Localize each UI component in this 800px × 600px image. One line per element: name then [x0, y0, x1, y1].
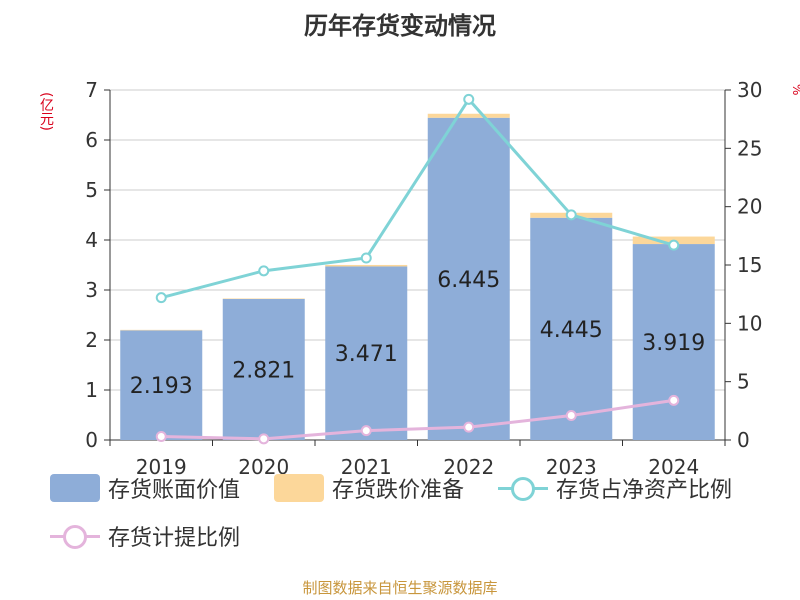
- left-axis-tick-label: 3: [85, 278, 98, 302]
- point-provision-ratio: [668, 394, 680, 406]
- legend-swatch-book-value: [50, 474, 100, 502]
- legend-item-ratio-net-assets[interactable]: 存货占净资产比例: [498, 470, 732, 506]
- right-axis-tick-label: 10: [737, 311, 762, 335]
- right-axis-tick-label: 30: [737, 78, 762, 102]
- right-axis-tick-label: 5: [737, 370, 750, 394]
- x-axis-tick-label: 2024: [648, 455, 699, 479]
- point-ratio-net-assets: [565, 209, 577, 221]
- bar-book-value: [325, 266, 408, 440]
- point-provision-ratio: [463, 421, 475, 433]
- bar-provision: [427, 113, 510, 118]
- legend-item-provision[interactable]: 存货跌价准备: [274, 470, 464, 506]
- bar-data-label: 4.445: [540, 318, 603, 343]
- left-axis-unit: (亿元): [38, 92, 54, 131]
- point-ratio-net-assets: [155, 292, 167, 304]
- right-axis-tick-label: 20: [737, 195, 762, 219]
- left-axis-tick-label: 0: [85, 428, 98, 452]
- legend-swatch-provision: [274, 474, 324, 502]
- data-source-footer: 制图数据来自恒生聚源数据库: [302, 579, 498, 597]
- x-axis-tick-label: 2019: [136, 455, 187, 479]
- point-ratio-net-assets: [360, 252, 372, 264]
- point-provision-ratio: [360, 425, 372, 437]
- point-provision-ratio: [565, 410, 577, 421]
- bar-data-label: 2.193: [130, 374, 193, 399]
- line-ratio-net-assets: [160, 96, 675, 300]
- bar-book-value: [120, 330, 203, 440]
- left-axis-tick-label: 1: [85, 378, 98, 402]
- legend-swatch-ratio-net-assets: [498, 474, 548, 502]
- legend-label-provision-ratio: 存货计提比例: [108, 526, 241, 551]
- legend-label-provision: 存货跌价准备: [332, 478, 465, 503]
- right-axis-unit: %: [790, 84, 800, 96]
- line-provision-ratio: [161, 398, 674, 441]
- point-ratio-net-assets: [668, 239, 680, 251]
- bar-book-value: [632, 244, 715, 440]
- bar-provision: [120, 329, 203, 331]
- bar-data-label: 3.471: [335, 342, 398, 367]
- bar-provision: [325, 264, 408, 267]
- legend-label-book-value: 存货账面价值: [108, 478, 241, 503]
- point-provision-ratio: [155, 431, 167, 442]
- right-axis-tick-label: 15: [737, 253, 762, 277]
- left-axis-tick-label: 4: [85, 228, 98, 252]
- bar-book-value: [427, 117, 510, 440]
- point-provision-ratio: [258, 433, 270, 445]
- left-axis-tick-label: 6: [85, 128, 98, 152]
- legend-item-provision-ratio[interactable]: 存货计提比例: [50, 518, 240, 554]
- left-axis-tick-label: 5: [85, 178, 98, 202]
- right-axis-tick-label: 25: [737, 136, 762, 160]
- bar-data-label: 2.821: [232, 358, 295, 383]
- legend-label-ratio-net-assets: 存货占净资产比例: [556, 478, 733, 503]
- legend-swatch-provision-ratio: [50, 522, 100, 550]
- point-ratio-net-assets: [258, 265, 270, 277]
- left-axis-tick-label: 7: [85, 78, 98, 102]
- right-axis-tick-label: 0: [737, 428, 750, 452]
- bar-data-label: 3.919: [642, 331, 705, 356]
- legend-item-book-value[interactable]: 存货账面价值: [50, 470, 240, 506]
- bar-book-value: [530, 217, 613, 440]
- left-axis-tick-label: 2: [85, 328, 98, 352]
- point-ratio-net-assets: [463, 93, 475, 105]
- chart-title: 历年存货变动情况: [304, 12, 496, 40]
- x-axis-tick-label: 2021: [341, 455, 392, 479]
- bar-provision: [222, 298, 305, 299]
- bar-data-label: 6.445: [437, 268, 500, 293]
- bar-book-value: [222, 298, 305, 440]
- x-axis-tick-label: 2022: [443, 455, 494, 479]
- x-axis-tick-label: 2023: [546, 455, 597, 479]
